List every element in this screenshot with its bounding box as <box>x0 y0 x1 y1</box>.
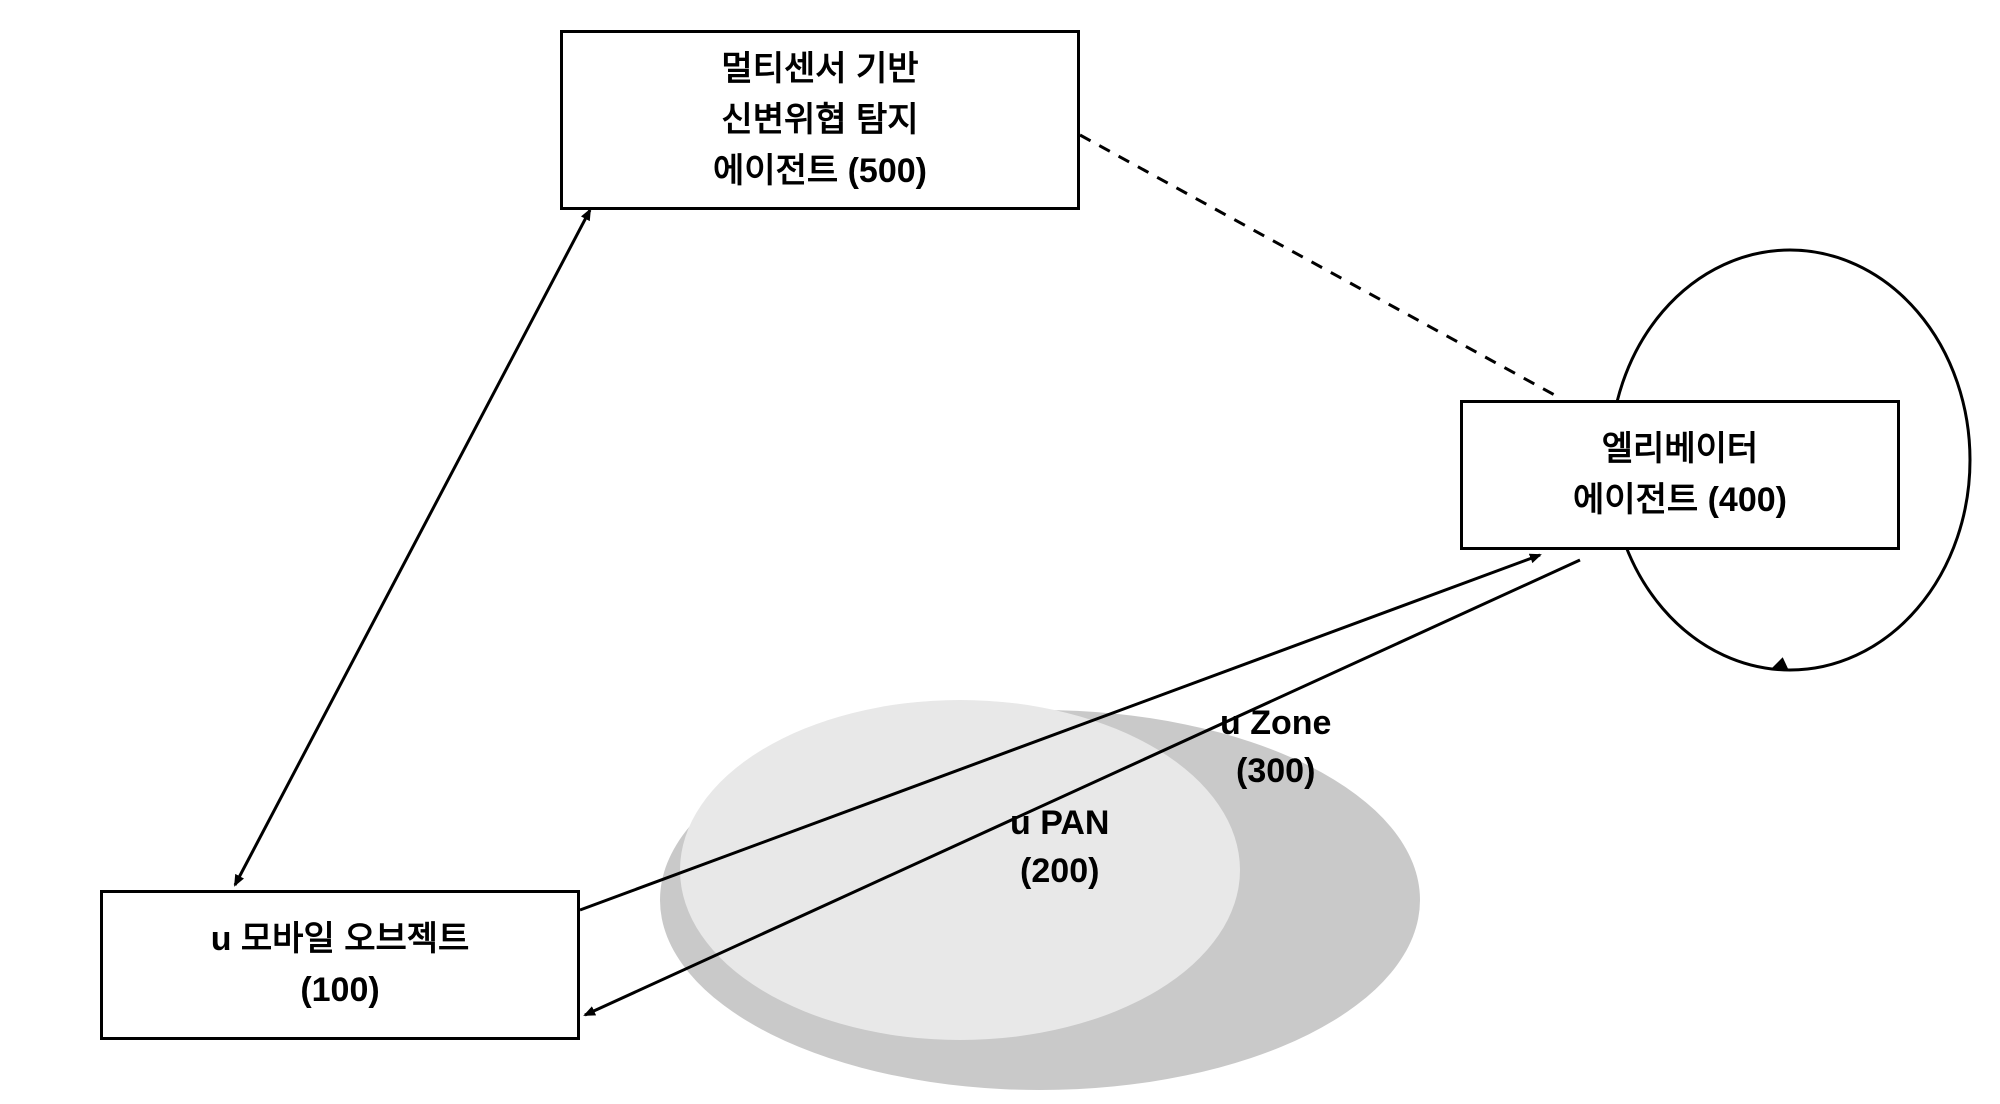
node-label: u 모바일 오브젝트 (100) <box>211 914 470 1016</box>
uzone-label: u Zone (300) <box>1220 700 1331 795</box>
node-u-mobile-object-100: u 모바일 오브젝트 (100) <box>100 890 580 1040</box>
node-label: 멀티센서 기반 신변위협 탐지 에이전트 (500) <box>713 44 927 197</box>
upan-label: u PAN (200) <box>1010 800 1109 895</box>
node-multisensor-agent-500: 멀티센서 기반 신변위협 탐지 에이전트 (500) <box>560 30 1080 210</box>
edge-500-400 <box>1080 135 1560 398</box>
node-elevator-agent-400: 엘리베이터 에이전트 (400) <box>1460 400 1900 550</box>
node-label: 엘리베이터 에이전트 (400) <box>1573 424 1787 526</box>
edge-500-100 <box>235 210 590 885</box>
selfloop-arrow <box>1770 657 1788 670</box>
upan-ellipse <box>680 700 1240 1040</box>
